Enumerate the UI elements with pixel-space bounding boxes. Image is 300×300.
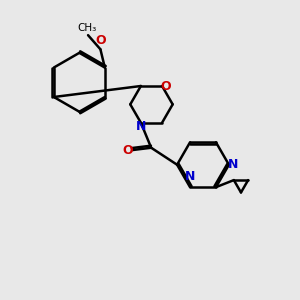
Text: O: O (160, 80, 171, 92)
Text: N: N (136, 120, 146, 133)
Text: N: N (185, 170, 195, 183)
Text: O: O (122, 144, 133, 157)
Text: O: O (95, 34, 106, 47)
Text: CH₃: CH₃ (77, 23, 96, 33)
Text: N: N (228, 158, 238, 171)
